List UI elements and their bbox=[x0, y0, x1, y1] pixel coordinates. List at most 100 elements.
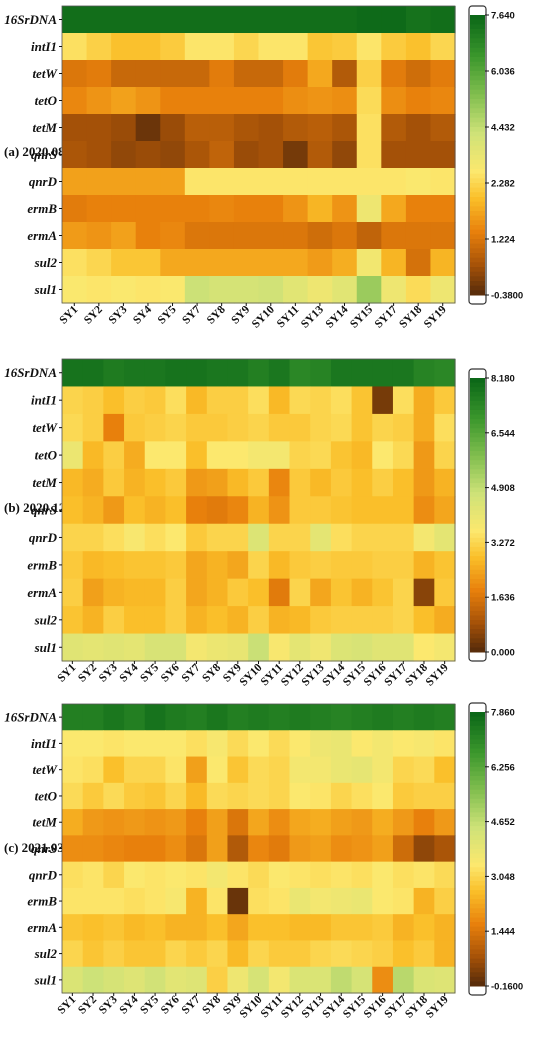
heatmap-cell bbox=[381, 168, 407, 196]
colorbar-segment bbox=[470, 880, 485, 887]
heatmap-cell bbox=[248, 861, 270, 889]
colorbar-tick-label: 8.180 bbox=[491, 374, 515, 385]
heatmap-cell bbox=[227, 633, 249, 662]
heatmap-cell bbox=[356, 60, 382, 88]
heatmap-cell bbox=[268, 413, 291, 442]
heatmap-cell bbox=[372, 966, 394, 994]
colorbar-segment bbox=[470, 487, 485, 493]
heatmap-cell bbox=[372, 914, 394, 942]
col-label: SY10 bbox=[238, 661, 265, 688]
heatmap-cell bbox=[330, 730, 353, 758]
heatmap-cell bbox=[124, 606, 146, 635]
col-label: SY8 bbox=[200, 993, 223, 1016]
colorbar-tick-label: 3.048 bbox=[491, 872, 515, 883]
heatmap-cell bbox=[434, 704, 456, 731]
heatmap-cell bbox=[135, 168, 161, 196]
heatmap-cell bbox=[82, 966, 104, 994]
colorbar-segment bbox=[470, 271, 485, 277]
heatmap-cell bbox=[310, 730, 332, 758]
heatmap-cell bbox=[103, 809, 125, 836]
heatmap-cell bbox=[186, 578, 208, 607]
heatmap-cell bbox=[289, 730, 311, 758]
colorbar-segment bbox=[470, 460, 485, 466]
heatmap-cell bbox=[248, 782, 270, 810]
heatmap-cell bbox=[86, 249, 112, 277]
colorbar-segment bbox=[470, 285, 485, 291]
heatmap-cell bbox=[62, 704, 84, 731]
heatmap-cell bbox=[351, 940, 373, 968]
heatmap-cell bbox=[392, 441, 415, 470]
heatmap-cell bbox=[103, 940, 125, 968]
heatmap-cell bbox=[62, 809, 84, 836]
heatmap-cell bbox=[310, 551, 332, 580]
heatmap-cell bbox=[372, 730, 394, 758]
heatmap-cell bbox=[111, 33, 137, 61]
heatmap-cell bbox=[103, 704, 125, 731]
heatmap-panel-1: (a) 2020.08 16SrDNA intI1 tetW tetO tetM qnrS q… bbox=[4, 5, 523, 331]
heatmap-cell bbox=[392, 730, 415, 758]
heatmap-cell bbox=[330, 782, 353, 810]
heatmap-cell bbox=[233, 6, 260, 34]
heatmap-cell bbox=[206, 756, 229, 784]
colorbar-segment bbox=[470, 113, 485, 119]
heatmap-cell bbox=[310, 578, 332, 607]
colorbar-segment bbox=[470, 428, 485, 434]
heatmap-cell bbox=[103, 966, 125, 994]
heatmap-cell bbox=[124, 782, 146, 810]
heatmap-cell bbox=[165, 782, 187, 810]
heatmap-cell bbox=[392, 633, 415, 662]
colorbar-segment bbox=[470, 716, 485, 722]
heatmap-cell bbox=[268, 782, 291, 810]
heatmap-cell bbox=[310, 887, 332, 915]
heatmap-cell bbox=[248, 704, 270, 731]
heatmap-cell bbox=[62, 756, 84, 784]
heatmap-cell bbox=[227, 940, 249, 968]
col-label: SY5 bbox=[138, 993, 161, 1016]
colorbar-segment bbox=[470, 597, 485, 603]
heatmap-cell bbox=[434, 940, 456, 968]
heatmap-cell bbox=[268, 606, 291, 635]
colorbar-tick-label: 4.652 bbox=[491, 817, 515, 828]
colorbar-segment bbox=[470, 52, 485, 58]
heatmap-cell bbox=[206, 914, 229, 942]
heatmap-cell bbox=[307, 33, 333, 61]
row-label: ermB bbox=[27, 201, 57, 216]
heatmap-cell bbox=[413, 940, 435, 968]
heatmap-cell bbox=[86, 33, 112, 61]
colorbar-segment bbox=[470, 954, 485, 960]
col-label: SY18 bbox=[403, 993, 430, 1020]
row-label: sul1 bbox=[34, 972, 57, 987]
heatmap-cell bbox=[351, 551, 373, 580]
heatmap-cell bbox=[392, 940, 415, 968]
heatmap-cell bbox=[413, 782, 435, 810]
colorbar-segment bbox=[470, 885, 485, 891]
heatmap-cell bbox=[356, 6, 382, 34]
heatmap-cell bbox=[184, 87, 210, 115]
heatmap-cell bbox=[62, 222, 88, 250]
heatmap-cell bbox=[268, 730, 291, 758]
heatmap-cell bbox=[62, 606, 84, 635]
row-label: tetM bbox=[32, 815, 57, 830]
colorbar-segment bbox=[470, 944, 485, 950]
heatmap-cell bbox=[332, 33, 358, 61]
colorbar-segment bbox=[470, 248, 485, 254]
colorbar-segment bbox=[470, 734, 485, 740]
heatmap-cell bbox=[144, 835, 167, 863]
heatmap-cell bbox=[233, 222, 260, 250]
heatmap-cell bbox=[206, 730, 229, 758]
heatmap-cell bbox=[330, 468, 353, 497]
heatmap-cell bbox=[160, 6, 186, 34]
heatmap-cell bbox=[227, 413, 249, 442]
colorbar-segment bbox=[470, 257, 485, 263]
colorbar-tick-label: 4.908 bbox=[491, 483, 515, 494]
heatmap-cell bbox=[258, 195, 284, 223]
colorbar-cap-top bbox=[470, 8, 485, 13]
colorbar-cap-top bbox=[470, 371, 485, 376]
heatmap-cell bbox=[392, 704, 415, 731]
colorbar-segment bbox=[470, 807, 485, 813]
heatmap-cell bbox=[330, 606, 353, 635]
heatmap-cell bbox=[372, 359, 394, 388]
heatmap-cell bbox=[330, 835, 353, 863]
heatmap-cell bbox=[351, 966, 373, 994]
heatmap-cell bbox=[310, 809, 332, 836]
